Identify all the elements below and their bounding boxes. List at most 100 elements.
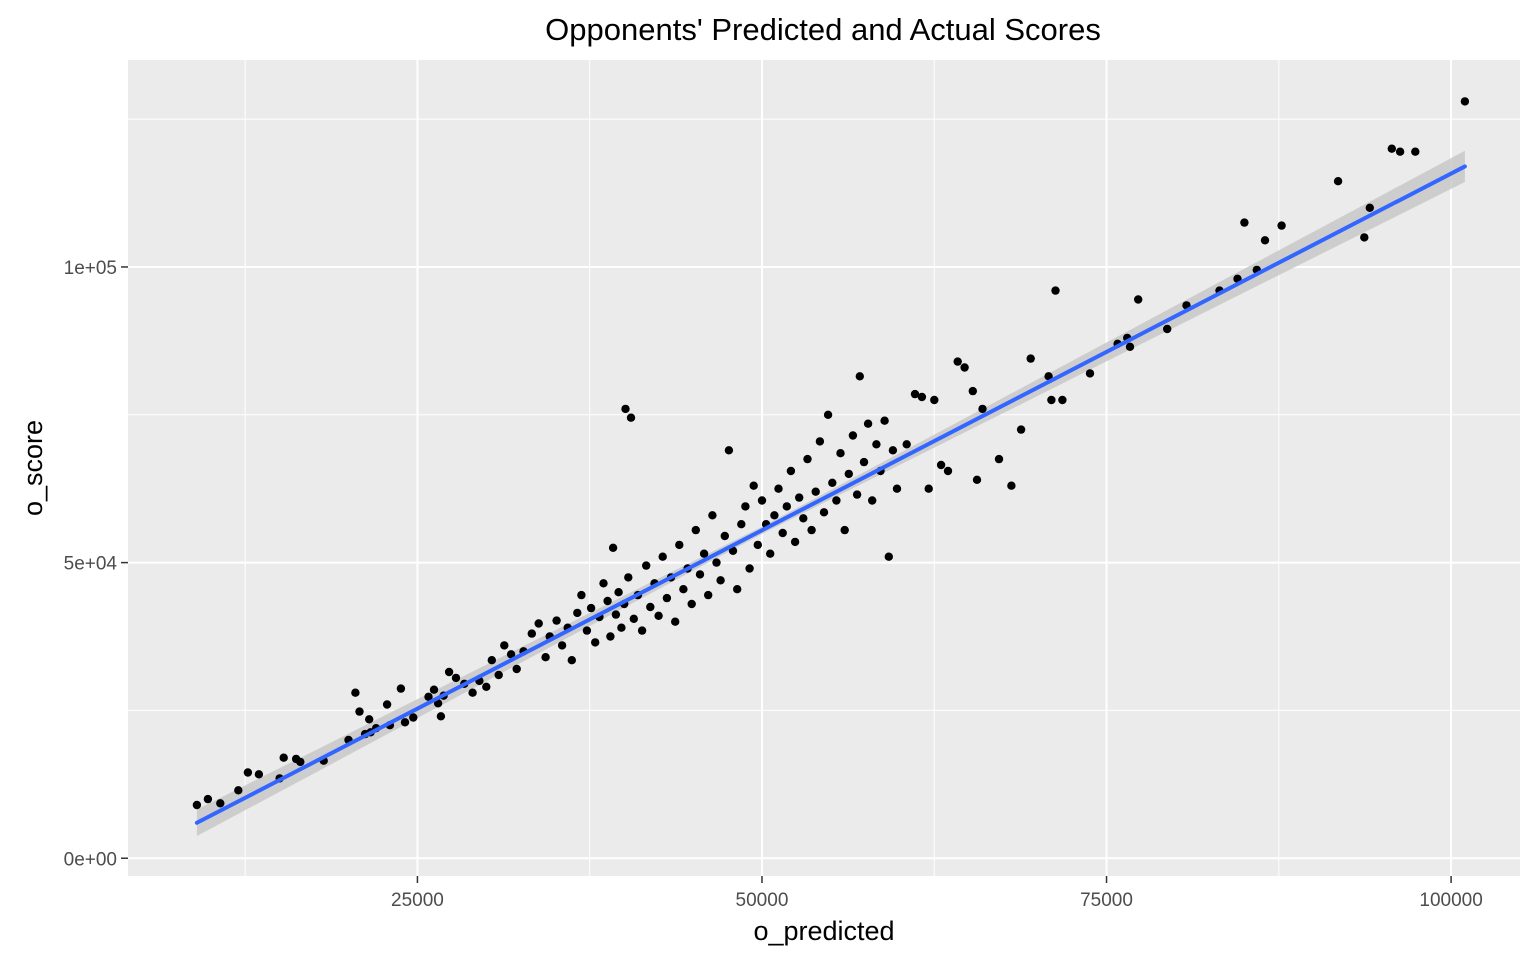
x-tick-label: 100000 bbox=[1419, 890, 1482, 911]
x-tick-label: 75000 bbox=[1080, 890, 1133, 911]
data-point bbox=[557, 641, 567, 650]
data-point bbox=[429, 685, 439, 694]
x-axis-title: o_predicted bbox=[753, 916, 894, 946]
data-point bbox=[720, 531, 729, 541]
data-point bbox=[541, 653, 550, 662]
data-point bbox=[621, 404, 630, 414]
data-point bbox=[1240, 218, 1249, 227]
data-point bbox=[1260, 236, 1270, 245]
data-point bbox=[662, 593, 672, 603]
data-point bbox=[586, 603, 596, 613]
data-point bbox=[1360, 233, 1369, 242]
data-point bbox=[629, 614, 638, 623]
y-tick-label: 5e+04 bbox=[64, 554, 118, 575]
data-point bbox=[658, 552, 667, 561]
data-point bbox=[567, 656, 576, 665]
data-point bbox=[365, 715, 374, 724]
data-point bbox=[1333, 177, 1343, 186]
data-point bbox=[968, 386, 977, 396]
data-point bbox=[943, 466, 953, 476]
data-point bbox=[724, 446, 734, 455]
data-point bbox=[737, 520, 746, 529]
data-point bbox=[868, 496, 877, 505]
data-point bbox=[691, 525, 700, 535]
data-point bbox=[774, 484, 783, 493]
data-point bbox=[753, 540, 762, 550]
data-point bbox=[733, 585, 742, 594]
data-point bbox=[687, 599, 696, 609]
data-point bbox=[611, 610, 621, 619]
data-point bbox=[745, 564, 754, 573]
data-point bbox=[552, 616, 561, 625]
data-point bbox=[844, 469, 853, 479]
y-tick-label: 0e+00 bbox=[64, 849, 117, 870]
data-point bbox=[766, 549, 775, 558]
data-point bbox=[953, 357, 962, 366]
data-point bbox=[823, 410, 833, 419]
data-point bbox=[675, 540, 684, 550]
x-tick-label: 50000 bbox=[736, 890, 789, 911]
data-point bbox=[1277, 221, 1286, 230]
data-point bbox=[1395, 147, 1405, 156]
data-point bbox=[757, 496, 767, 505]
data-point bbox=[1134, 295, 1143, 304]
data-point bbox=[482, 682, 491, 691]
data-point bbox=[836, 449, 845, 458]
data-point bbox=[626, 413, 636, 422]
data-point bbox=[582, 626, 592, 635]
data-point bbox=[978, 404, 987, 414]
data-point bbox=[654, 611, 663, 620]
data-point bbox=[819, 508, 829, 517]
data-point bbox=[902, 440, 911, 449]
data-point bbox=[832, 496, 841, 505]
data-point bbox=[770, 511, 779, 520]
data-point bbox=[704, 590, 713, 600]
data-point bbox=[712, 558, 721, 567]
data-point bbox=[351, 688, 360, 697]
data-point bbox=[892, 484, 902, 493]
data-point bbox=[917, 392, 927, 402]
data-point bbox=[512, 664, 521, 674]
data-point bbox=[1085, 369, 1095, 378]
data-point bbox=[888, 446, 898, 455]
data-point bbox=[614, 588, 623, 597]
data-point bbox=[1365, 203, 1375, 212]
data-point bbox=[424, 692, 433, 701]
data-point bbox=[1460, 97, 1470, 106]
chart-title: Opponents' Predicted and Actual Scores bbox=[545, 12, 1101, 47]
fit-line-layer bbox=[194, 164, 1467, 825]
data-point bbox=[500, 641, 509, 650]
data-point bbox=[994, 454, 1004, 464]
data-point bbox=[880, 416, 889, 425]
data-point bbox=[400, 718, 410, 727]
y-axis-ticks: 0e+00 5e+04 1e+05 bbox=[64, 258, 128, 870]
data-point bbox=[782, 502, 791, 511]
data-point bbox=[603, 596, 612, 606]
fit-line bbox=[194, 164, 1467, 825]
data-point bbox=[884, 552, 893, 561]
data-point bbox=[494, 670, 503, 680]
data-point bbox=[936, 460, 946, 470]
data-point bbox=[606, 632, 615, 641]
data-point bbox=[444, 667, 454, 677]
data-point bbox=[451, 673, 461, 683]
x-tick-label: 25000 bbox=[391, 890, 444, 911]
data-point bbox=[790, 537, 800, 547]
data-point bbox=[355, 707, 364, 716]
data-point bbox=[1016, 425, 1026, 434]
data-point bbox=[1044, 372, 1053, 381]
data-point bbox=[679, 585, 688, 594]
data-point bbox=[910, 389, 920, 399]
data-point bbox=[859, 457, 869, 467]
data-point bbox=[599, 579, 608, 588]
data-point bbox=[749, 481, 758, 490]
data-point bbox=[815, 437, 825, 446]
data-point bbox=[624, 573, 633, 582]
x-axis-ticks: 25000 50000 75000 100000 bbox=[391, 876, 1483, 911]
data-point bbox=[1026, 354, 1035, 363]
data-point bbox=[840, 525, 849, 535]
data-point bbox=[1051, 286, 1060, 295]
data-point bbox=[1007, 481, 1016, 490]
data-point bbox=[778, 528, 787, 538]
